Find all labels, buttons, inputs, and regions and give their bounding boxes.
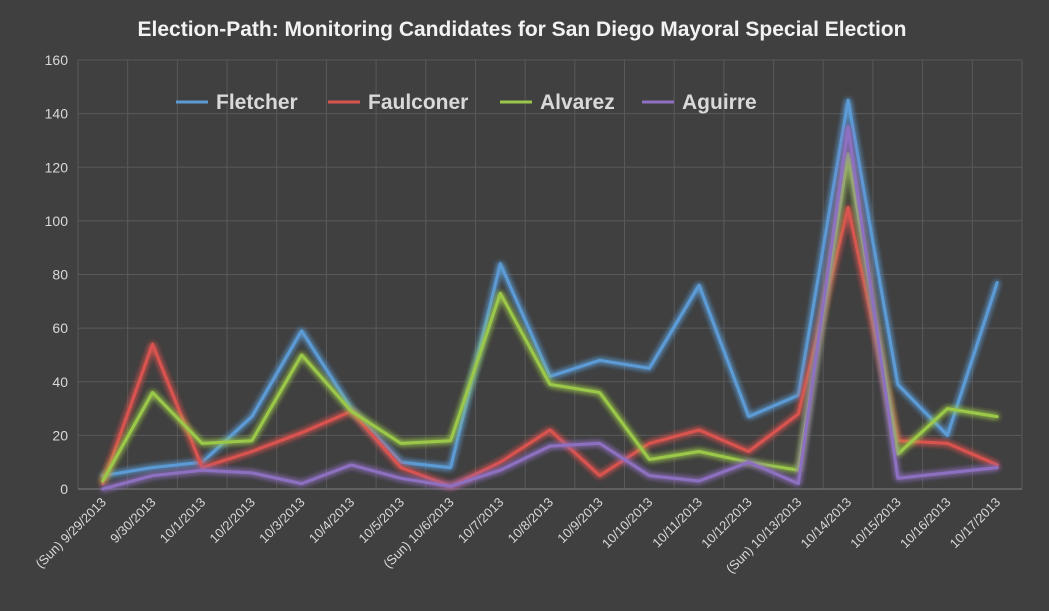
x-axis-ticks: (Sun) 9/29/20139/30/201310/1/201310/2/20… [32,495,1003,577]
y-tick-label: 160 [45,52,69,68]
x-tick-label: 10/16/2013 [897,495,954,552]
x-tick-label: 10/17/2013 [947,495,1004,552]
x-tick-label: 10/15/2013 [847,495,904,552]
legend-label-fletcher: Fletcher [216,91,298,114]
y-tick-label: 40 [52,374,68,390]
series-line-faulconer [101,206,999,488]
x-tick-label: 10/3/2013 [256,495,308,547]
y-axis-ticks: 0 20 40 60 80 100 120 140 160 [45,52,69,497]
x-tick-label: 10/7/2013 [455,495,507,547]
y-tick-label: 20 [52,427,68,443]
legend-label-aguirre: Aguirre [682,91,757,114]
x-tick-label: 10/10/2013 [599,495,656,552]
x-tick-label: 9/30/2013 [107,495,159,547]
x-tick-label: 10/8/2013 [505,495,557,547]
series-line-aguirre [101,125,999,491]
x-tick-label: (Sun) 9/29/2013 [32,495,109,572]
gridlines [77,59,1023,490]
legend: Fletcher Faulconer Alvarez Aguirre [176,91,757,114]
x-tick-label: 10/1/2013 [157,495,209,547]
y-tick-label: 140 [45,106,69,122]
series-line-fletcher [101,98,999,478]
y-tick-label: 0 [60,481,68,497]
series-lines [101,98,999,491]
x-tick-label: 10/14/2013 [798,495,855,552]
series-line-alvarez [101,152,999,483]
x-tick-label: 10/11/2013 [649,495,705,551]
x-tick-label: 10/9/2013 [554,495,606,547]
legend-label-faulconer: Faulconer [368,91,468,114]
x-tick-label: 10/5/2013 [356,495,408,547]
x-tick-label: 10/4/2013 [306,495,358,547]
y-tick-label: 60 [52,320,68,336]
y-tick-label: 100 [45,213,69,229]
legend-label-alvarez: Alvarez [540,91,615,114]
y-tick-label: 80 [52,267,68,283]
chart-title: Election-Path: Monitoring Candidates for… [138,18,907,41]
x-tick-label: 10/2/2013 [207,495,259,547]
y-tick-label: 120 [45,159,69,175]
